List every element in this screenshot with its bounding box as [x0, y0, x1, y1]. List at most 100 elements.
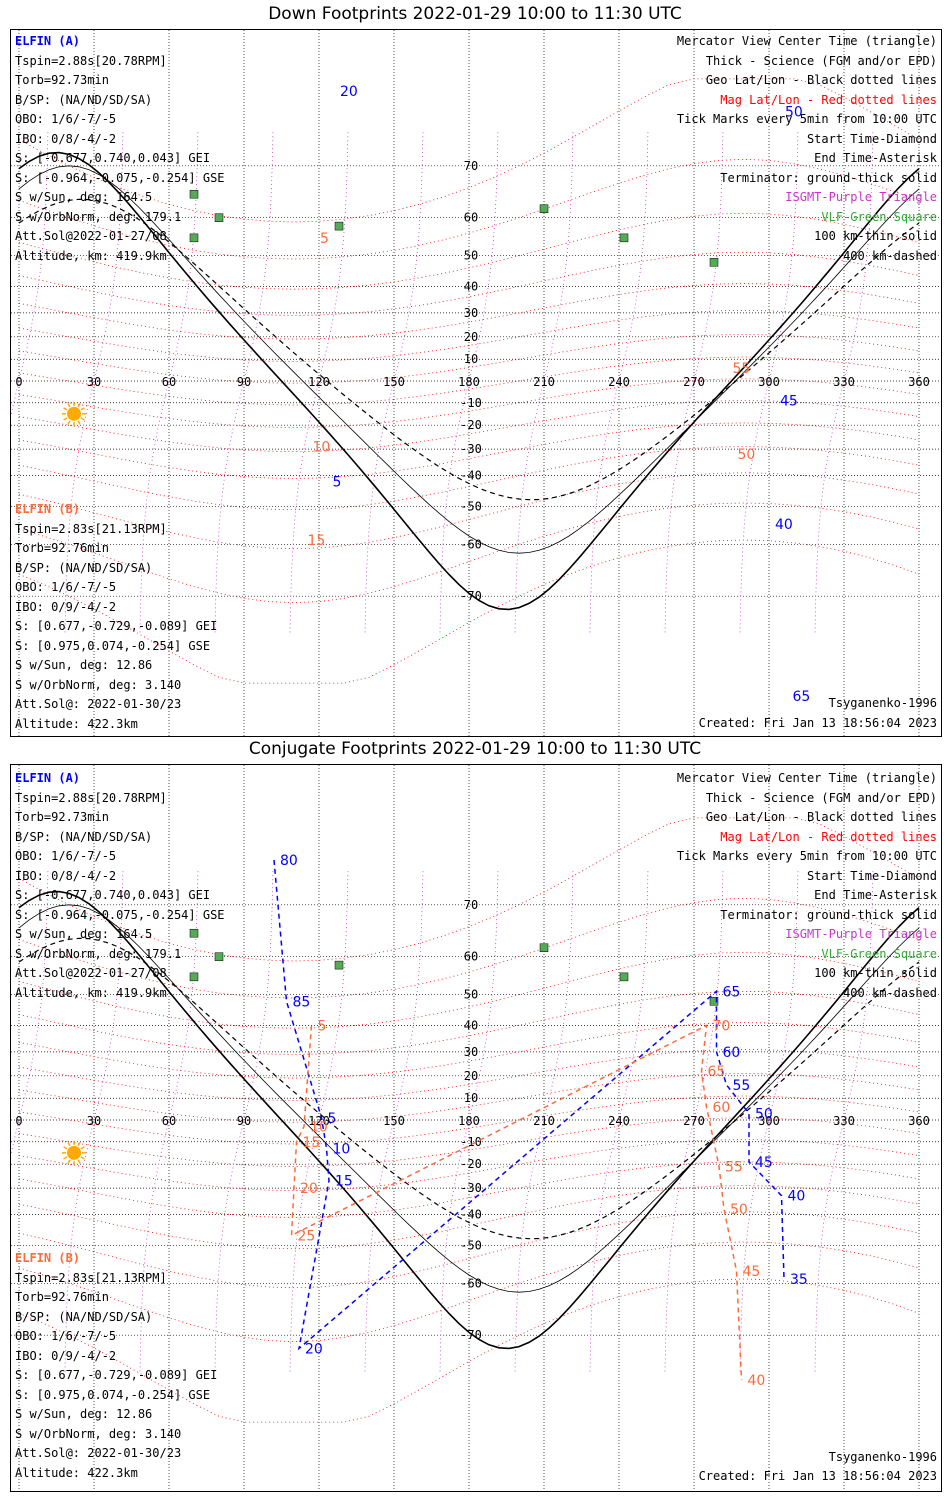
elfin-a-tspin: Tspin=2.88s[20.78RPM] [15, 790, 167, 805]
lat-tick-label: -20 [460, 1157, 482, 1171]
lat-tick-label: 40 [464, 1018, 478, 1032]
mag-parallel [18, 897, 920, 999]
elfin-b-attsol: Att.Sol@: 2022-01-30/23 [15, 697, 182, 711]
elfin-a-tick-label: 40 [775, 517, 793, 533]
mag-parallel [18, 309, 920, 362]
elfin-a-tick-label: 55 [788, 30, 806, 34]
sun-icon-ray [63, 417, 68, 421]
lat-tick-label: -10 [460, 1135, 482, 1149]
conjugate-map-canvas: 0 30 60 90 120 150 180 210 240 270 300 330 360706050… [11, 765, 941, 1491]
lat-tick-label: 10 [464, 352, 478, 366]
terminator-400km [18, 198, 920, 501]
elfin-b-tick-label: 20 [303, 30, 321, 34]
mag-parallel [18, 446, 920, 511]
elfin-a-tick-label: 65 [723, 984, 741, 1000]
elfin-b-info: ELFIN (B) Tspin=2.83s[21.13RPM] Torb=92.… [15, 1249, 217, 1483]
elfin-b-s-gse: S: [0.975,0.074,-0.254] GSE [15, 638, 211, 653]
elfin-a-tick-label: 10 [333, 1141, 351, 1157]
elfin-a-tspin: Tspin=2.88s[20.78RPM] [15, 53, 167, 68]
elfin-a-tick-label: 20 [340, 84, 358, 100]
elfin-a-bsp: B/SP: (NA/ND/SD/SA) [15, 92, 153, 107]
map-legend: Mercator View Center Time (triangle) Thi… [677, 769, 937, 1003]
legend-start-time: Start Time-Diamond [806, 131, 937, 146]
sun-icon-ray [67, 1142, 71, 1147]
lat-tick-label: 50 [464, 249, 478, 263]
elfin-a-tick-label: 60 [790, 30, 808, 34]
elfin-b-s-gei: S: [0.677,-0.729,-0.089] GEI [15, 619, 218, 633]
elfin-a-tick-label: 80 [305, 30, 323, 34]
down-footprints-map: 0 30 60 90 120 150 180 210 240 270 300 330 360 70 60 50… [10, 29, 942, 737]
terminator-400km [18, 937, 920, 1240]
elfin-b-tick-label: 10 [313, 440, 331, 456]
sun-icon-ray [80, 1156, 85, 1160]
down-map-canvas: 0 30 60 90 120 150 180 210 240 270 300 330 360706050… [11, 30, 941, 736]
elfin-b-tspin: Tspin=2.83s[21.13RPM] [15, 1270, 167, 1285]
elfin-b-altitude: Altitude: 422.3km [15, 1465, 138, 1480]
elfin-a-torb: Torb=92.73min [15, 73, 109, 87]
legend-end-time: End Time-Asterisk [814, 888, 937, 902]
legend-400km: 400 km-dashed [843, 985, 937, 1000]
model-credit: Tsyganenko-1996 [828, 696, 937, 710]
model-credit: Tsyganenko-1996 [828, 1450, 937, 1464]
lat-tick-label: -40 [460, 469, 482, 483]
sun-icon-ray [63, 1146, 68, 1150]
lat-tick-label: 10 [464, 1091, 478, 1105]
elfin-a-tick-label: 15 [335, 1174, 353, 1190]
elfin-b-attsol: Att.Sol@: 2022-01-30/23 [15, 1446, 182, 1460]
legend-vlf: VLF-Green Square [821, 946, 937, 961]
elfin-a-s-gei: S: [-0.677,0.740,0.043] GEI [15, 151, 211, 165]
lat-tick-label: -60 [460, 537, 482, 551]
down-footprints-title: Down Footprints 2022-01-29 10:00 to 11:3… [268, 4, 682, 24]
created-timestamp: Created: Fri Jan 13 18:56:04 2023 [698, 716, 937, 730]
mag-parallel [18, 1161, 920, 1218]
lat-tick-label: -10 [460, 396, 482, 410]
elfin-b-tick-label: 65 [733, 30, 751, 34]
elfin-a-tick-label: 45 [780, 394, 798, 410]
legend-tick-marks: Tick Marks every 5min from 10:00 UTC [676, 112, 937, 126]
elfin-a-name: ELFIN (A) [15, 34, 81, 48]
elfin-b-tick-label: 25 [290, 30, 308, 34]
elfin-a-sun-angle: S w/Sun, deg: 164.5 [15, 190, 153, 204]
legend-100km: 100 km-thin solid [814, 966, 937, 980]
elfin-b-torb: Torb=92.76min [15, 541, 109, 555]
terminator-ground [18, 151, 920, 611]
legend-view-center: Mercator View Center Time (triangle) [676, 771, 937, 785]
elfin-a-tick-label: 50 [755, 1107, 773, 1123]
vlf-station-marker [214, 952, 224, 961]
sun-icon-ray [77, 1142, 81, 1147]
legend-400km: 400 km-dashed [843, 248, 937, 263]
elfin-a-tick-label: 35 [768, 30, 786, 34]
elfin-b-orbnorm-angle: S w/OrbNorm, deg: 3.140 [15, 1426, 182, 1441]
legend-geo-grid: Geo Lat/Lon - Black dotted lines [705, 73, 937, 87]
sun-icon [67, 1145, 81, 1160]
elfin-b-tick-label: 5 [318, 1018, 327, 1034]
elfin-a-tick-label: 80 [280, 853, 298, 869]
vlf-station-marker [334, 221, 344, 231]
lat-tick-label: -60 [460, 1276, 482, 1290]
elfin-b-name: ELFIN (B) [15, 502, 81, 516]
elfin-b-tick-label: 50 [738, 447, 756, 463]
elfin-b-tick-label: 65 [708, 1064, 726, 1080]
lat-tick-label: 50 [464, 988, 478, 1002]
legend-isgmt: ISGMT-Purple Triangle [785, 190, 937, 204]
sun-icon-ray [80, 417, 85, 421]
elfin-b-bsp: B/SP: (NA/ND/SD/SA) [15, 1309, 153, 1324]
elfin-a-altitude: Altitude, km: 419.9km [15, 985, 167, 1000]
legend-geo-grid: Geo Lat/Lon - Black dotted lines [705, 810, 937, 824]
mag-parallel [18, 251, 920, 316]
elfin-b-obo: OBO: 1/6/-7/-5 [15, 580, 117, 594]
vlf-station-marker [709, 258, 719, 267]
elfin-a-tick-label: 40 [788, 1189, 806, 1205]
sun-icon-ray [67, 1159, 71, 1164]
vlf-station-marker [539, 943, 549, 953]
elfin-b-tick-label: 20 [300, 1181, 318, 1197]
vlf-station-marker [619, 233, 629, 243]
created-timestamp: Created: Fri Jan 13 18:56:04 2023 [698, 1469, 937, 1483]
elfin-a-tick-label: 85 [300, 30, 318, 34]
mag-parallel [18, 158, 920, 260]
elfin-a-tick-label: 45 [755, 1155, 773, 1171]
elfin-a-tick-label: 15 [325, 30, 343, 34]
sun-icon-ray [77, 403, 81, 408]
sun-icon-ray [63, 1156, 68, 1160]
sun-icon-ray [80, 407, 85, 411]
